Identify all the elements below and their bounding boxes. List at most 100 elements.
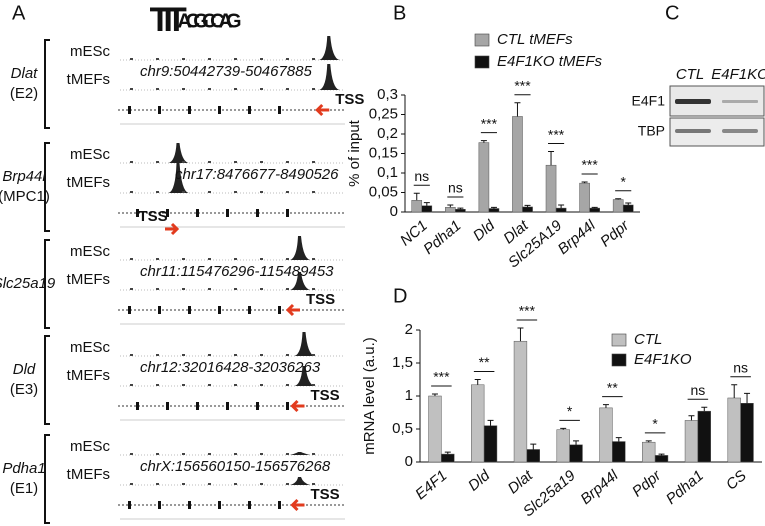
noise bbox=[286, 354, 289, 356]
gene-name: Slc25a19 bbox=[0, 275, 56, 292]
significance-label: *** bbox=[581, 157, 598, 173]
tss-label: TSS bbox=[138, 208, 167, 225]
noise bbox=[156, 354, 159, 356]
track-label: mESc bbox=[70, 243, 111, 260]
bar bbox=[545, 164, 557, 213]
error-bar bbox=[444, 451, 451, 455]
exon bbox=[248, 306, 251, 314]
x-tick-label: Brp44l bbox=[555, 217, 600, 258]
track-label: mESc bbox=[70, 339, 111, 356]
noise bbox=[182, 384, 185, 386]
error-bar bbox=[514, 102, 521, 117]
noise bbox=[130, 191, 133, 193]
error-bar bbox=[558, 204, 565, 209]
noise bbox=[286, 258, 289, 260]
bar bbox=[526, 449, 540, 463]
blot-column: E4F1KO bbox=[711, 66, 765, 83]
bar bbox=[411, 200, 423, 213]
bracket bbox=[44, 142, 50, 232]
significance-label: ** bbox=[479, 354, 490, 370]
y-tick-label: 0 bbox=[390, 203, 398, 220]
gene-subtitle: (E2) bbox=[10, 85, 38, 102]
legend-label: CTL bbox=[634, 331, 662, 348]
noise bbox=[182, 58, 185, 60]
tss-arrow bbox=[315, 103, 330, 117]
noise bbox=[156, 483, 159, 485]
noise bbox=[312, 191, 315, 193]
noise bbox=[286, 384, 289, 386]
significance-label: ** bbox=[607, 379, 618, 395]
noise bbox=[208, 354, 211, 356]
noise bbox=[260, 384, 263, 386]
noise bbox=[182, 288, 185, 290]
exon bbox=[128, 106, 131, 114]
noise bbox=[130, 384, 133, 386]
noise bbox=[234, 288, 237, 290]
error-bar bbox=[688, 415, 695, 421]
gene-name: Pdha1 bbox=[2, 460, 45, 477]
logo-letter: T bbox=[150, 1, 171, 39]
track-label: mESc bbox=[70, 43, 111, 60]
legend-label: E4F1KO tMEFs bbox=[497, 53, 603, 70]
noise bbox=[234, 161, 237, 163]
exon bbox=[196, 209, 199, 217]
exon bbox=[286, 402, 289, 410]
bar bbox=[471, 384, 485, 463]
band bbox=[722, 129, 758, 133]
error-bar bbox=[602, 404, 609, 408]
significance-label: *** bbox=[548, 126, 565, 142]
noise bbox=[182, 161, 185, 163]
y-tick-label: 0,3 bbox=[377, 86, 398, 103]
exon bbox=[278, 501, 281, 509]
bar bbox=[579, 182, 590, 213]
exon bbox=[218, 306, 221, 314]
gene-name: Brp44l bbox=[2, 168, 46, 185]
noise bbox=[312, 354, 315, 356]
noise bbox=[260, 161, 263, 163]
noise bbox=[130, 354, 133, 356]
significance-label: * bbox=[652, 416, 658, 432]
noise bbox=[234, 191, 237, 193]
exon bbox=[256, 209, 259, 217]
significance-label: *** bbox=[481, 115, 498, 131]
noise bbox=[234, 354, 237, 356]
bar bbox=[555, 207, 567, 213]
peak bbox=[290, 236, 310, 260]
noise bbox=[286, 288, 289, 290]
bar bbox=[697, 410, 711, 463]
noise bbox=[234, 58, 237, 60]
noise bbox=[182, 191, 185, 193]
noise bbox=[182, 453, 185, 455]
noise bbox=[260, 191, 263, 193]
noise bbox=[260, 483, 263, 485]
noise bbox=[234, 453, 237, 455]
noise bbox=[182, 258, 185, 260]
x-tick-label: E4F1 bbox=[412, 467, 450, 503]
tss-label: TSS bbox=[306, 291, 335, 308]
noise bbox=[208, 288, 211, 290]
noise bbox=[312, 384, 315, 386]
tss-arrow bbox=[290, 399, 305, 413]
noise bbox=[156, 58, 159, 60]
bracket bbox=[44, 39, 50, 129]
bar bbox=[488, 208, 500, 213]
bracket bbox=[44, 434, 50, 524]
noise bbox=[312, 161, 315, 163]
legend-swatch bbox=[611, 333, 627, 347]
x-tick-label: Dlat bbox=[505, 467, 537, 498]
significance-label: *** bbox=[514, 78, 531, 94]
exon bbox=[166, 402, 169, 410]
exon bbox=[128, 501, 131, 509]
exon bbox=[136, 402, 139, 410]
error-bar bbox=[560, 427, 567, 430]
noise bbox=[286, 58, 289, 60]
exon bbox=[256, 402, 259, 410]
noise bbox=[286, 88, 289, 90]
legend-swatch bbox=[474, 33, 490, 47]
error-bar bbox=[548, 151, 555, 166]
noise bbox=[156, 258, 159, 260]
bar bbox=[622, 204, 634, 213]
logo-letter: T bbox=[166, 1, 187, 39]
x-tick-label: Pdpr bbox=[597, 216, 633, 250]
